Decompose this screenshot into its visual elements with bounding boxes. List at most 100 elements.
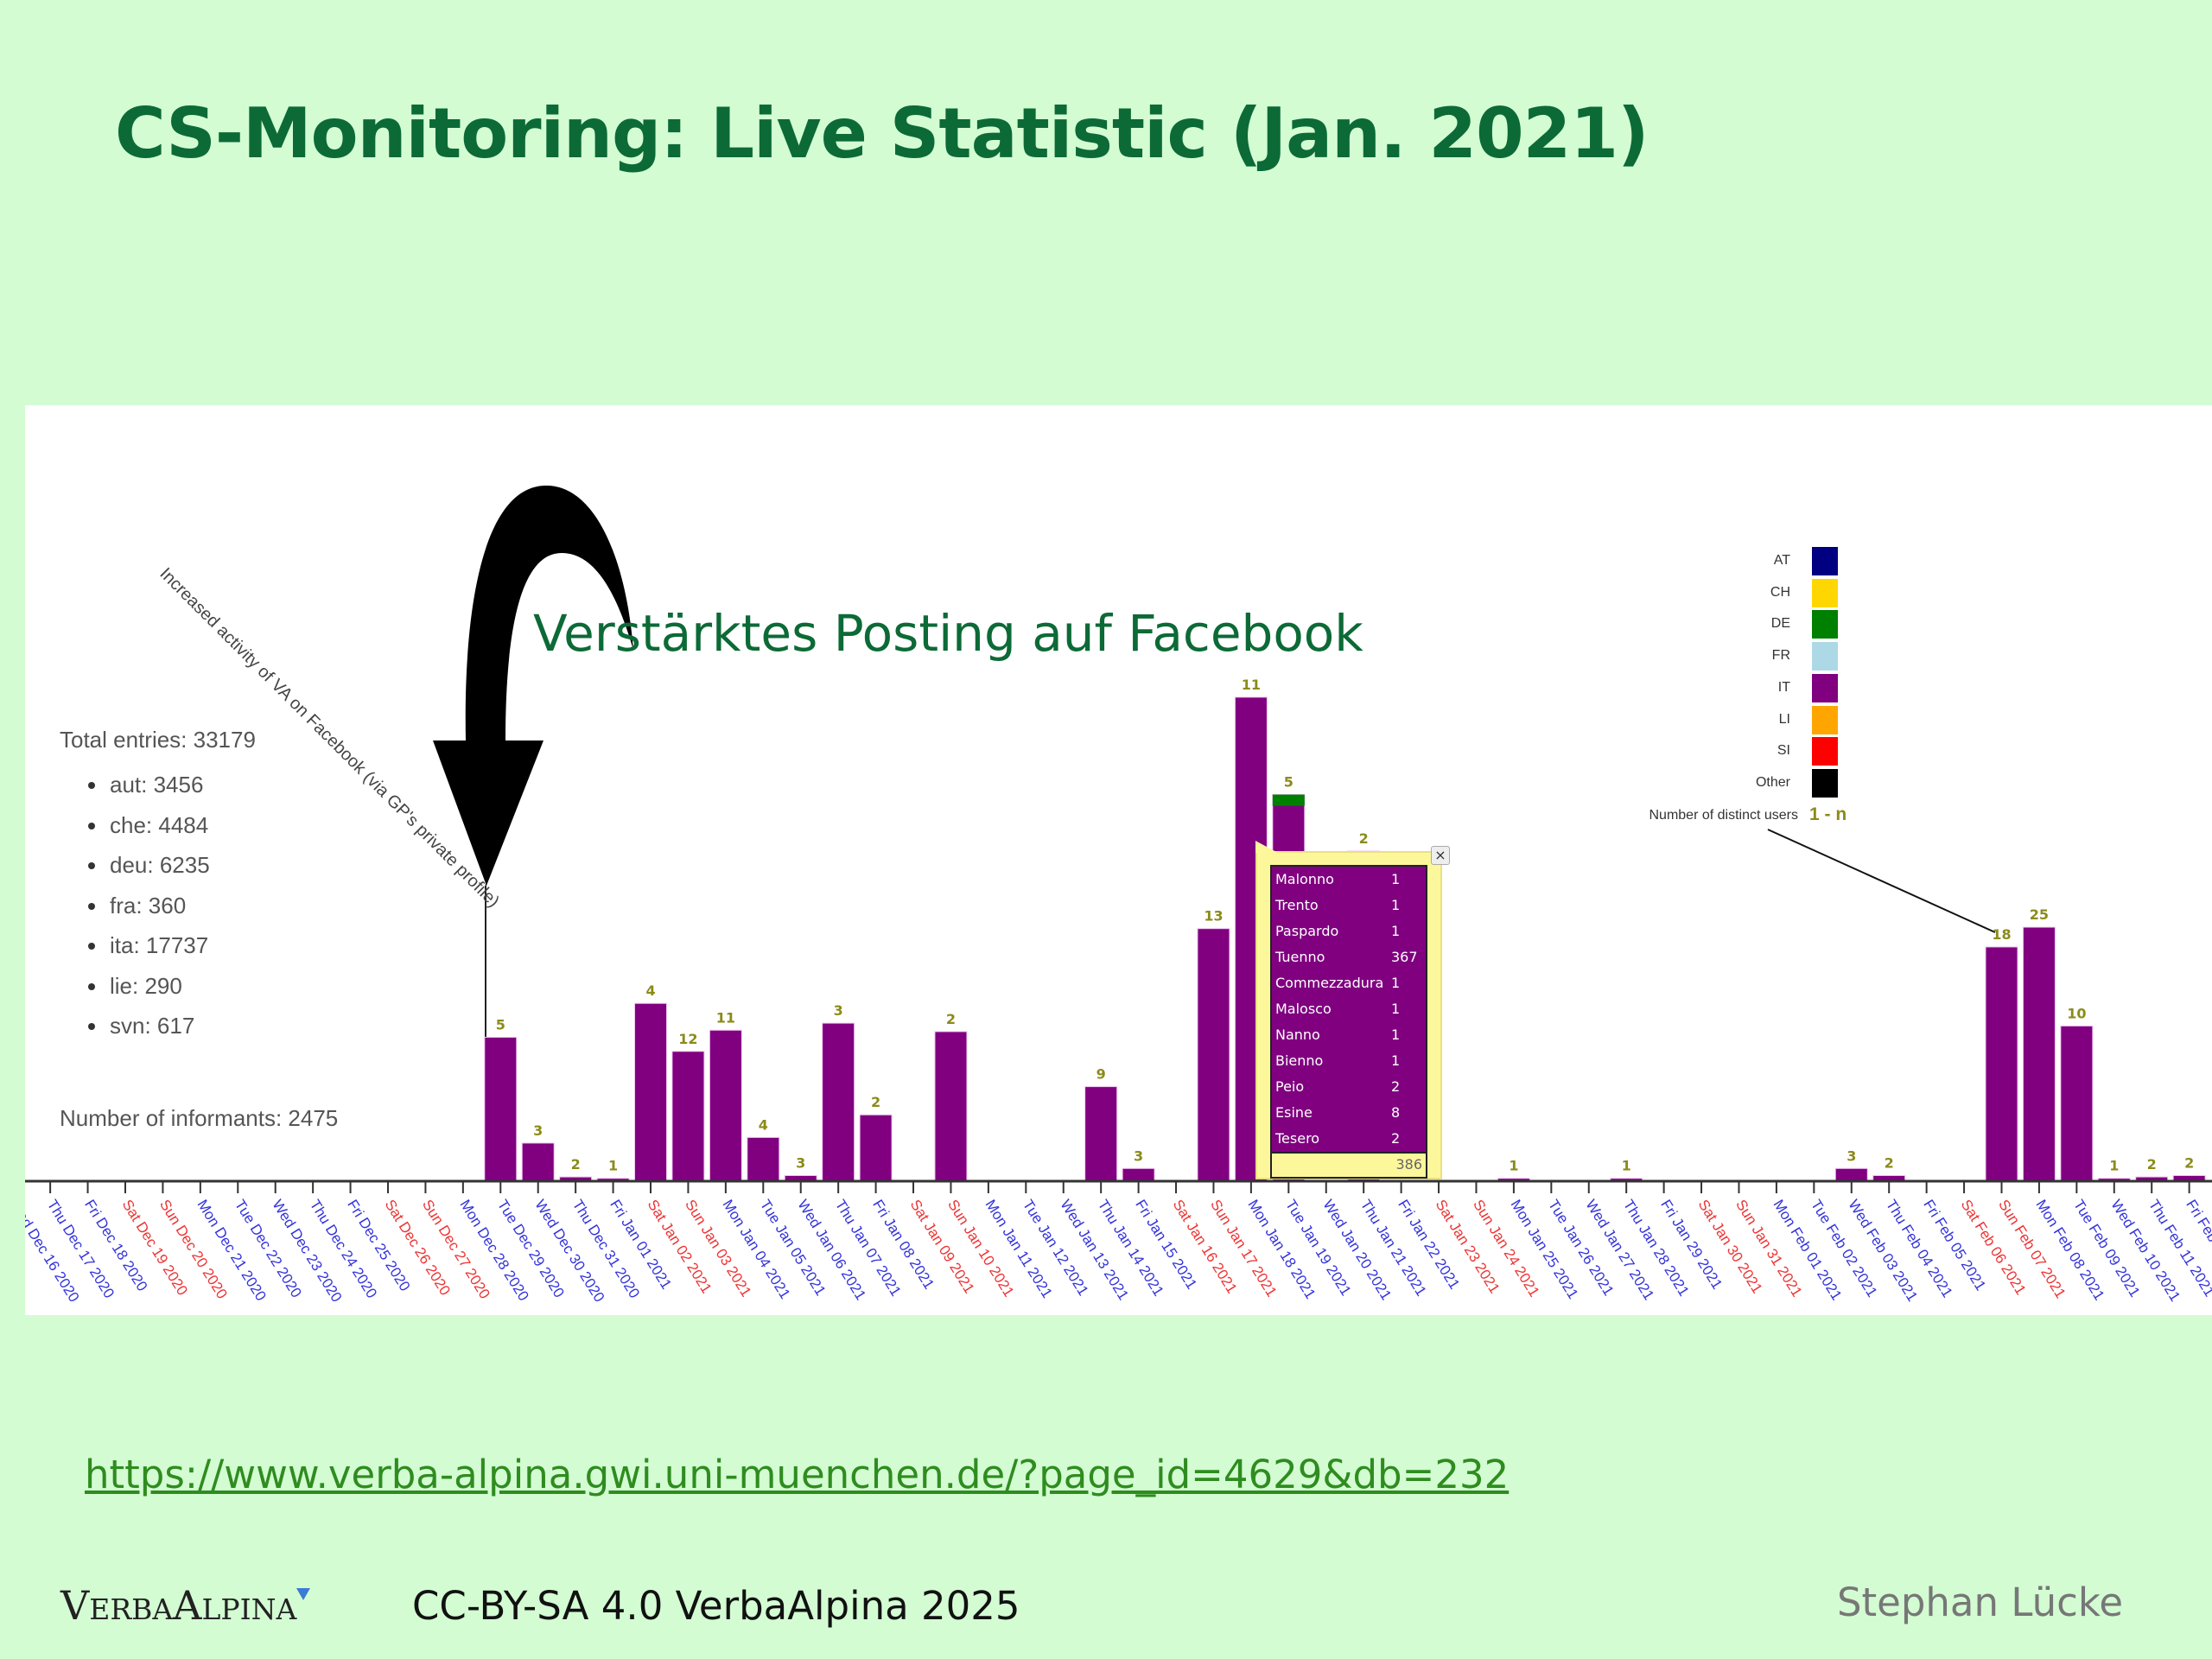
- legend-item-it: IT: [1624, 673, 1838, 702]
- legend-label: SI: [1777, 743, 1790, 759]
- bar: [1834, 1167, 1868, 1182]
- x-tick-label: Wed Dec 23 2020: [269, 1197, 345, 1305]
- bar-value-label: 2: [571, 1156, 581, 1173]
- tooltip-table: Malonno 1 Trento 1 Paspardo 1 Tuenno 367 Commezz…: [1270, 865, 1427, 1154]
- x-tick-label: Wed Jan 27 2021: [1582, 1197, 1657, 1303]
- list-item: lie: 290: [60, 973, 210, 1014]
- list-item: fra: 360: [60, 893, 210, 933]
- place-name: Paspardo: [1275, 923, 1339, 939]
- bar-value-label: 3: [533, 1122, 543, 1139]
- place-name: Bienno: [1275, 1052, 1324, 1069]
- legend-item-ch: CH: [1624, 578, 1838, 607]
- bar-value-label: 4: [759, 1116, 768, 1133]
- tooltip-close-button[interactable]: ×: [1431, 846, 1450, 865]
- table-row: Malosco 1: [1272, 996, 1426, 1022]
- place-name: Malonno: [1275, 871, 1334, 887]
- legend-swatch: [1812, 705, 1838, 734]
- bar-value-label: 13: [1204, 908, 1223, 925]
- total-entries: Total entries: 33179: [60, 727, 256, 753]
- table-row: Esine 8: [1272, 1100, 1426, 1126]
- bar: [634, 1002, 668, 1182]
- bar: [521, 1142, 555, 1182]
- x-tick-label: Wed Dec 30 2020: [531, 1197, 607, 1305]
- x-tick-label: Thu Dec 17 2020: [44, 1197, 118, 1301]
- list-item: svn: 617: [60, 1013, 210, 1053]
- x-tick-label: Sun Dec 27 2020: [419, 1197, 493, 1301]
- bar-value-label: 10: [2067, 1005, 2086, 1021]
- table-row: Peio 2: [1272, 1074, 1426, 1100]
- place-count: 1: [1391, 1027, 1401, 1043]
- x-tick-label: Wed Feb 10 2021: [2107, 1197, 2183, 1304]
- informants-count: Number of informants: 2475: [60, 1105, 339, 1131]
- legend-connector-line: [1767, 829, 1996, 933]
- bar-value-label: 3: [1847, 1147, 1856, 1164]
- country-entries-list: aut: 3456 che: 4484 deu: 6235 fra: 360 i…: [60, 772, 210, 1053]
- list-item: aut: 3456: [60, 772, 210, 812]
- x-tick-label: Wed Jan 13 2021: [1057, 1197, 1132, 1303]
- x-tick-label: Wed Jan 06 2021: [794, 1197, 869, 1303]
- place-count: 1: [1391, 1001, 1401, 1017]
- bar-value-label: 2: [2184, 1154, 2194, 1171]
- list-item: ita: 17737: [60, 932, 210, 973]
- source-link[interactable]: https://www.verba-alpina.gwi.uni-muenche…: [85, 1452, 1510, 1497]
- x-tick-label: Wed Feb 03 2021: [1845, 1197, 1921, 1304]
- bar: [2060, 1025, 2094, 1182]
- table-row: Bienno 1: [1272, 1048, 1426, 1074]
- list-item: che: 4484: [60, 812, 210, 853]
- legend-item-at: AT: [1624, 547, 1838, 575]
- x-tick-label: Mon Jan 25 2021: [1508, 1197, 1582, 1301]
- table-row: Paspardo 1: [1272, 918, 1426, 944]
- x-tick-label: Mon Dec 21 2020: [194, 1197, 269, 1304]
- bar: [484, 1036, 518, 1182]
- bar-value-label: 3: [1134, 1147, 1143, 1164]
- x-tick-label: Mon Jan 04 2021: [719, 1197, 793, 1301]
- place-count: 1: [1391, 923, 1401, 939]
- place-name: Trento: [1275, 897, 1319, 913]
- legend-label: FR: [1771, 648, 1790, 664]
- bar: [1122, 1167, 1155, 1182]
- x-tick-label: Tue Dec 22 2020: [232, 1197, 305, 1300]
- bar-value-label: 2: [2147, 1156, 2157, 1173]
- place-count: 1: [1391, 1052, 1401, 1069]
- tooltip-total: 386: [1270, 1153, 1427, 1179]
- x-tick-label: Wed Jan 20 2021: [1319, 1197, 1395, 1303]
- bar: [747, 1136, 780, 1182]
- place-count: 1: [1391, 975, 1401, 991]
- x-tick-label: Thu Feb 04 2021: [1883, 1197, 1956, 1300]
- x-tick-label: Mon Jan 18 2021: [1244, 1197, 1319, 1301]
- bar-value-label: 18: [1992, 926, 2011, 943]
- bar-value-label: 1: [608, 1158, 618, 1174]
- triangle-icon: [296, 1588, 311, 1600]
- x-tick-label: Mon Feb 08 2021: [2033, 1197, 2108, 1303]
- bar-value-label: 3: [834, 1002, 843, 1019]
- legend-swatch: [1812, 547, 1838, 575]
- legend-item-si: SI: [1624, 737, 1838, 766]
- bar-value-label: 2: [871, 1094, 880, 1110]
- bar-value-label: 1: [1622, 1158, 1631, 1174]
- place-name: Esine: [1275, 1104, 1313, 1121]
- x-tick-label: Mon Jan 11 2021: [982, 1197, 1055, 1300]
- bar-value-label: 3: [796, 1154, 805, 1171]
- x-tick-label: Mon Dec 28 2020: [456, 1197, 531, 1304]
- x-tick-label: Tue Dec 29 2020: [494, 1197, 568, 1300]
- place-name: Peio: [1275, 1078, 1305, 1095]
- legend-swatch: [1812, 768, 1838, 798]
- bar-value-label: 9: [1096, 1066, 1106, 1083]
- bar-value-label: 25: [2030, 906, 2049, 923]
- table-row: Malonno 1: [1272, 867, 1426, 893]
- legend-item-fr: FR: [1624, 642, 1838, 671]
- bar-value-label: 11: [1242, 677, 1261, 693]
- bar-value-label: 2: [1359, 830, 1369, 847]
- bar-value-label: 2: [946, 1011, 956, 1027]
- bar: [2022, 926, 2056, 1182]
- place-count: 1: [1391, 871, 1401, 887]
- bar-value-label: 5: [1284, 774, 1294, 791]
- license-text: CC-BY-SA 4.0 VerbaAlpina 2025: [412, 1583, 1020, 1629]
- table-row: Tesero 2: [1272, 1126, 1426, 1152]
- place-count: 1: [1391, 897, 1401, 913]
- place-count: 367: [1391, 949, 1418, 965]
- legend-users-label: Number of distinct users: [1649, 808, 1798, 823]
- legend-label: AT: [1773, 553, 1790, 568]
- bar-value-label: 2: [1885, 1154, 1894, 1171]
